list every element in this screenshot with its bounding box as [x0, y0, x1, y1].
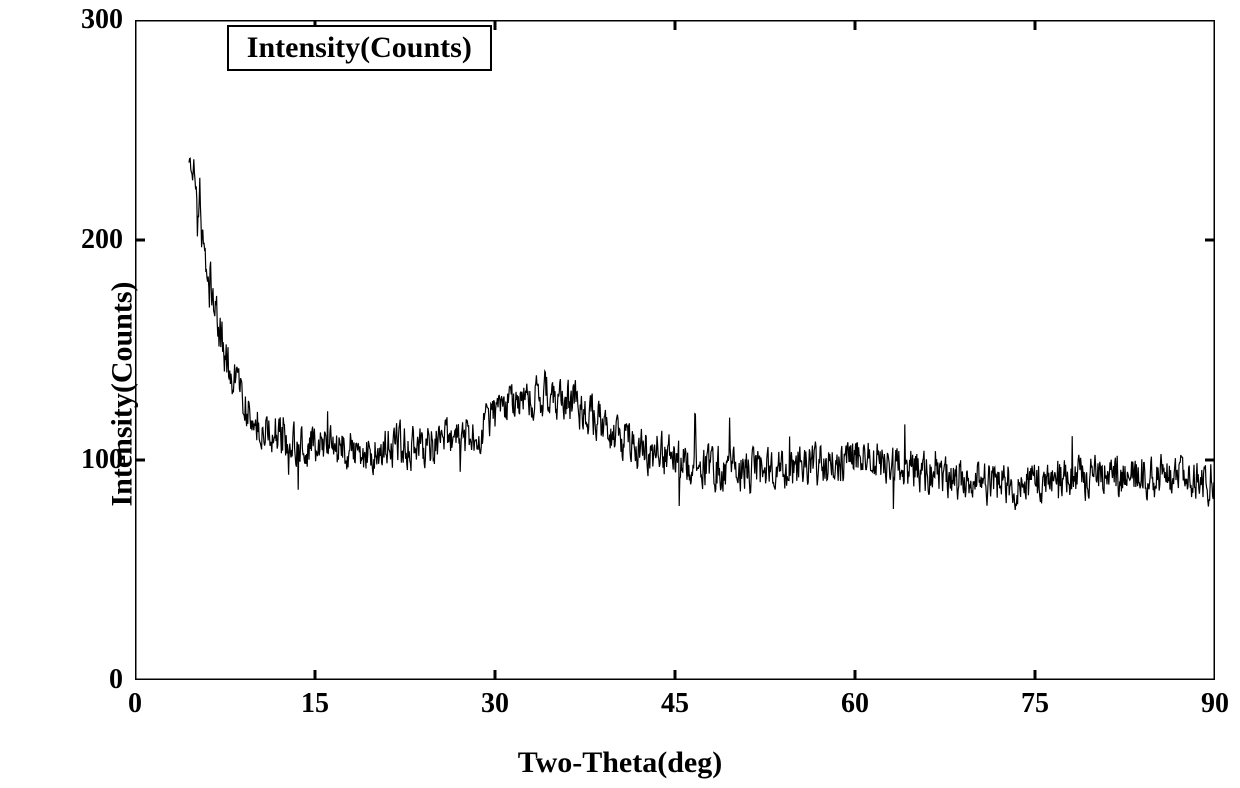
x-tick-label: 45	[661, 688, 689, 720]
y-tick-label: 300	[81, 4, 123, 36]
legend: Intensity(Counts)	[227, 25, 492, 71]
y-tick-label: 0	[109, 664, 123, 696]
x-axis-label: Two-Theta(deg)	[518, 746, 722, 780]
x-tick-label: 75	[1021, 688, 1049, 720]
x-tick-label: 60	[841, 688, 869, 720]
x-tick-label: 30	[481, 688, 509, 720]
y-tick-label: 200	[81, 224, 123, 256]
x-tick-label: 15	[301, 688, 329, 720]
x-tick-label: 0	[128, 688, 142, 720]
y-tick-label: 100	[81, 444, 123, 476]
plot-area	[135, 20, 1215, 680]
legend-label: Intensity(Counts)	[247, 31, 472, 64]
xrd-chart: Intensity(Counts) Two-Theta(deg) 0 15 30 45…	[0, 0, 1240, 788]
x-tick-label: 90	[1201, 688, 1229, 720]
